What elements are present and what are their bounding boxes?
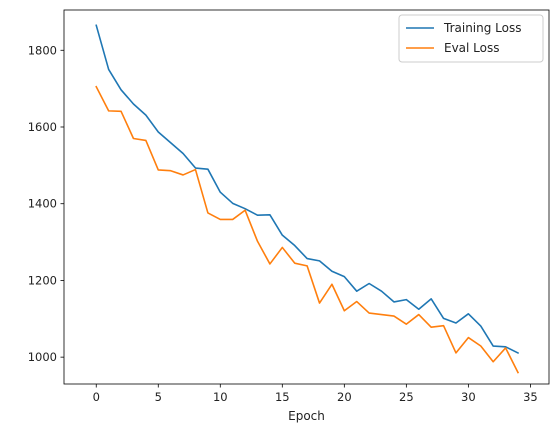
y-axis: 1000 1200 1400 1600 1800	[28, 43, 64, 364]
series-line-eval-loss	[95, 85, 520, 374]
x-tick-label: 35	[523, 390, 538, 404]
y-tick-label: 1600	[28, 120, 57, 134]
x-axis: 0 5 10 15 20 25 30 35	[93, 384, 538, 404]
x-tick-label: 10	[213, 390, 228, 404]
legend-box	[398, 14, 544, 63]
y-tick-label: 1000	[28, 350, 57, 364]
x-tick-label: 0	[93, 390, 100, 404]
x-tick-label: 20	[337, 390, 352, 404]
legend: Training Loss Eval Loss	[398, 14, 544, 63]
series-line-training-loss	[95, 24, 520, 355]
plot-area	[63, 9, 550, 385]
legend-label-eval-loss: Eval Loss	[444, 41, 500, 55]
y-tick-label: 1200	[28, 273, 57, 287]
x-tick-label: 25	[399, 390, 414, 404]
x-axis-label: Epoch	[288, 409, 325, 423]
x-tick-label: 5	[155, 390, 162, 404]
legend-label-training-loss: Training Loss	[443, 21, 521, 35]
x-tick-label: 30	[461, 390, 476, 404]
y-tick-label: 1800	[28, 43, 57, 57]
x-tick-label: 15	[275, 390, 290, 404]
series-lines	[95, 24, 520, 374]
y-tick-label: 1400	[28, 197, 57, 211]
